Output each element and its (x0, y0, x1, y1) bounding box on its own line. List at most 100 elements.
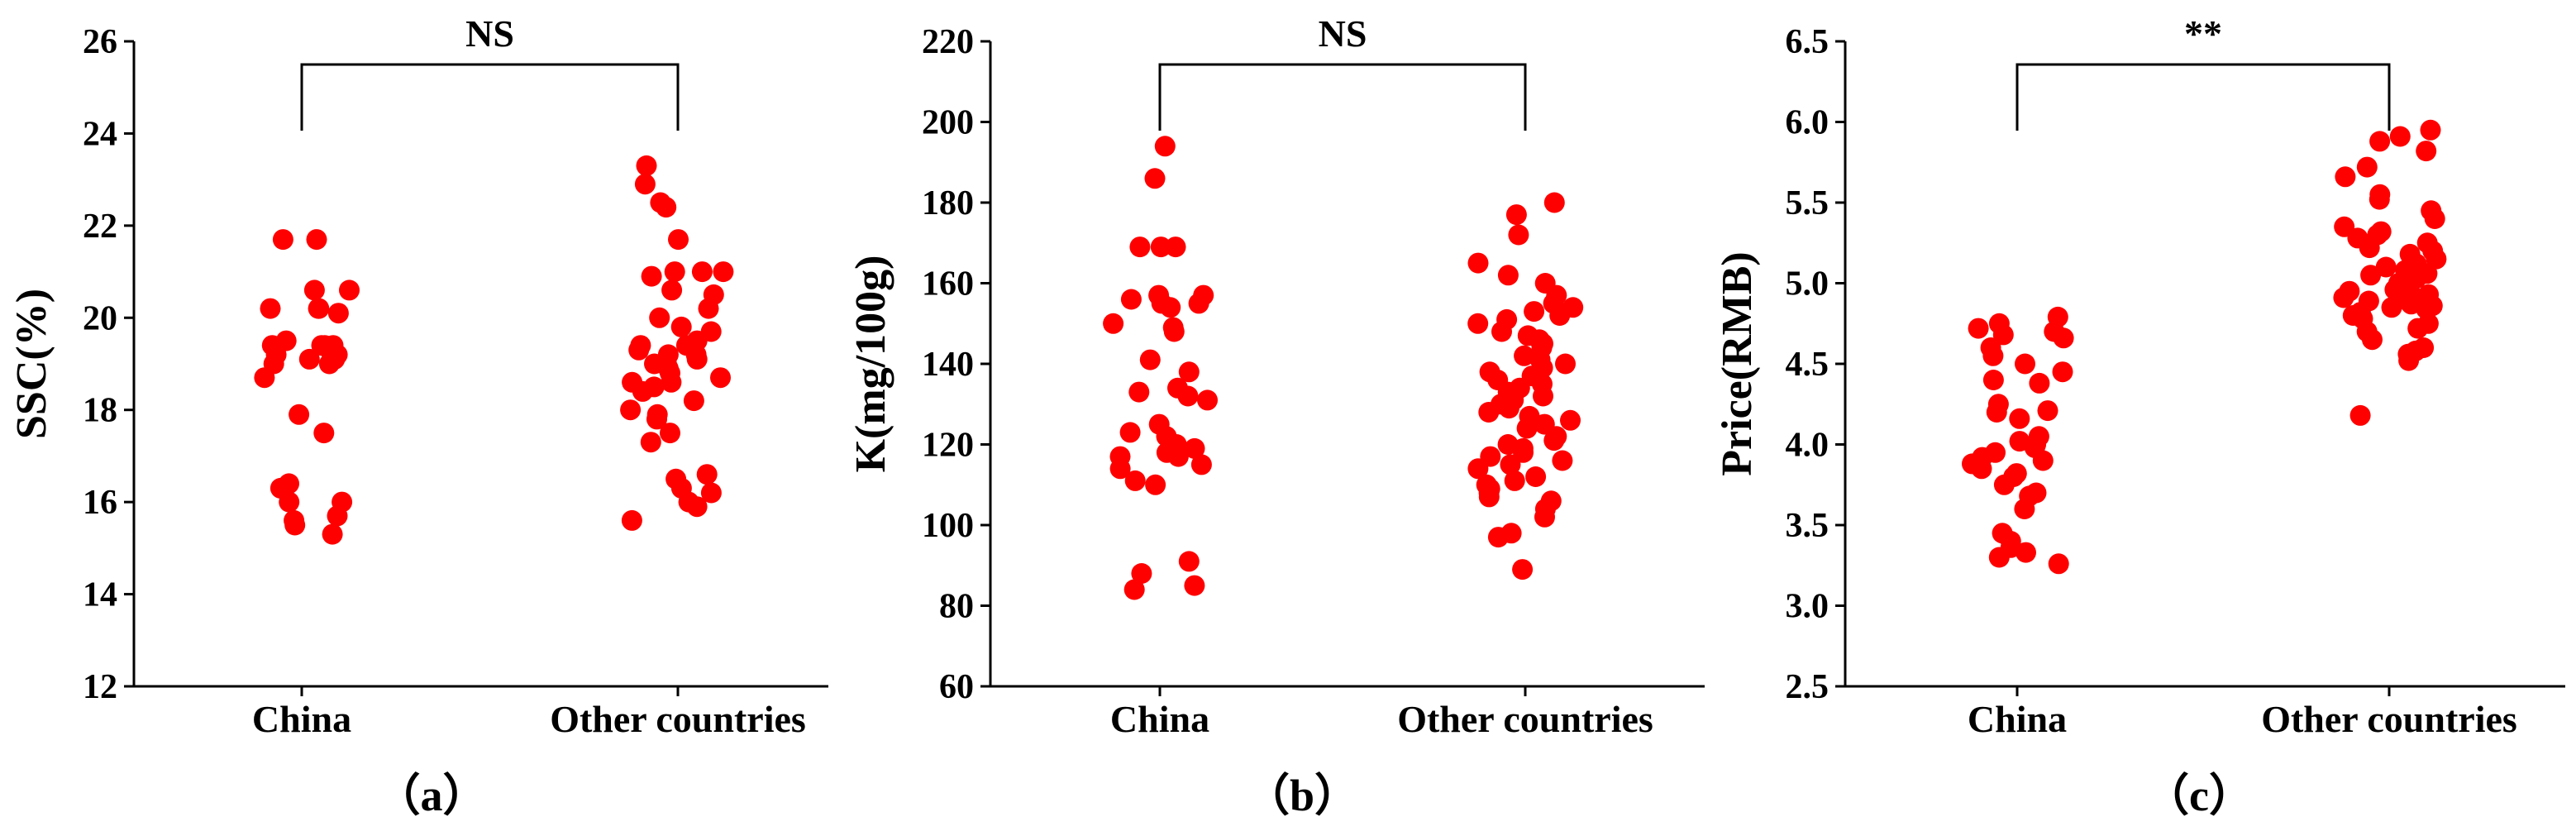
data-point (1497, 265, 1519, 286)
data-point (1109, 458, 1131, 480)
data-point (641, 265, 662, 287)
x-category-label: Other countries (550, 698, 806, 740)
data-point (2407, 318, 2429, 339)
data-point (660, 423, 680, 444)
data-point (683, 390, 704, 412)
y-axis-title: Price(RMB) (1714, 251, 1761, 475)
data-point (632, 380, 653, 402)
panel-label: （a） (376, 771, 488, 820)
data-point (1982, 370, 2004, 390)
data-point (1478, 402, 1500, 423)
data-point (1167, 446, 1189, 467)
data-point (308, 298, 329, 319)
data-point (327, 303, 349, 324)
data-point (656, 197, 677, 218)
data-point (279, 491, 300, 513)
y-tick-label: 22 (83, 208, 117, 246)
data-point (1144, 168, 1166, 189)
data-point (1516, 418, 1538, 439)
data-point (1197, 389, 1218, 411)
y-tick-label: 160 (922, 265, 974, 303)
data-point (2015, 353, 2035, 375)
data-point (1131, 563, 1152, 584)
data-point (1165, 236, 1186, 258)
data-point (303, 279, 325, 301)
data-point (696, 464, 718, 485)
data-point (1549, 305, 1571, 326)
data-point (2052, 361, 2073, 383)
y-tick-label: 20 (83, 299, 117, 337)
data-point (1184, 437, 1205, 459)
y-tick-label: 2.5 (1786, 668, 1829, 706)
data-point (1163, 321, 1185, 342)
significance-label: NS (465, 12, 514, 55)
data-point (1524, 301, 1545, 322)
data-point (1504, 470, 1525, 491)
data-point (2333, 287, 2354, 308)
data-point (2398, 350, 2420, 371)
x-category-label: China (1110, 698, 1209, 740)
data-point (2416, 141, 2437, 162)
data-point (691, 261, 713, 283)
data-point (1103, 313, 1124, 334)
significance-bracket (2015, 63, 2391, 131)
data-point (649, 307, 670, 328)
data-point (1543, 192, 1565, 213)
data-point (1552, 450, 1573, 471)
data-point (713, 261, 734, 283)
data-point (1498, 398, 1519, 419)
data-point (1478, 486, 1500, 508)
y-axis-title: SSC(%) (8, 289, 55, 439)
y-tick-label: 12 (83, 668, 117, 706)
data-point (664, 261, 685, 283)
data-point (1177, 385, 1199, 407)
data-point (1971, 458, 1992, 480)
x-category-label: China (1968, 698, 2067, 740)
data-point (2037, 400, 2058, 422)
data-point (636, 155, 657, 176)
y-tick-label: 14 (83, 576, 117, 614)
data-point (1505, 204, 1527, 226)
data-point (661, 371, 682, 393)
y-tick-label: 140 (922, 346, 974, 384)
data-point (1500, 454, 1521, 475)
panel-label: （b） (1245, 771, 1359, 820)
y-tick-label: 5.5 (1786, 184, 1829, 222)
significance-label: NS (1319, 12, 1367, 55)
y-tick-label: 80 (939, 588, 974, 626)
data-point (661, 279, 683, 301)
data-point (2369, 131, 2391, 152)
data-point (1555, 353, 1576, 375)
data-point (2014, 499, 2035, 519)
y-tick-label: 4.0 (1786, 427, 1829, 465)
data-point (670, 316, 692, 337)
data-point (2029, 372, 2050, 394)
x-category-label: Other countries (1397, 698, 1653, 740)
data-point (1487, 527, 1509, 548)
data-point (1119, 422, 1141, 443)
y-tick-label: 18 (83, 392, 117, 430)
data-point (686, 348, 708, 370)
data-point (298, 348, 320, 370)
data-point (668, 229, 689, 251)
data-point (1128, 381, 1150, 403)
data-point (1993, 474, 2015, 495)
y-tick-label: 200 (922, 104, 974, 142)
data-point (2420, 119, 2441, 141)
y-tick-label: 3.5 (1786, 507, 1829, 545)
data-point (2349, 404, 2371, 426)
data-point (2359, 237, 2380, 259)
data-point (710, 367, 731, 389)
data-point (1129, 236, 1151, 258)
significance-label: ** (2184, 12, 2222, 55)
significance-bracket (1158, 63, 1527, 131)
data-point (1139, 349, 1161, 370)
data-point (1178, 361, 1200, 383)
data-point (700, 482, 722, 504)
y-tick-label: 220 (922, 23, 974, 61)
data-point (620, 399, 642, 421)
data-point (1150, 236, 1171, 258)
data-point (621, 509, 642, 531)
data-point (1508, 224, 1529, 246)
